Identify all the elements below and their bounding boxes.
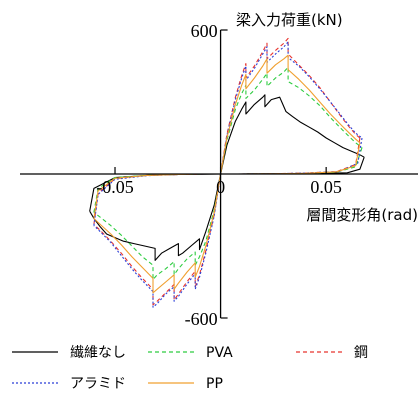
series-1-upper-line [220, 66, 363, 175]
series-3-unload-pos-line [220, 137, 363, 175]
x-tick-label: 0.05 [310, 177, 342, 197]
series-1-lower-line [93, 173, 222, 281]
legend-label: 鋼 [354, 345, 368, 361]
series-0-lower-line [89, 173, 222, 261]
y-tick-label: 600 [191, 21, 218, 41]
series-2-lower-line [93, 173, 222, 306]
series-2 [93, 37, 361, 306]
series-0-unload-pos-line [220, 157, 365, 175]
series-4-lower-line [93, 173, 222, 294]
series-4-unload-pos-line [220, 142, 361, 175]
legend-label: 繊維なし [70, 345, 126, 361]
plot-area: -0.05 0 0.05 600 -600 [20, 21, 418, 329]
legend-label: PP [206, 376, 223, 392]
series-layer [89, 37, 365, 308]
x-axis-title: 層間変形角(rad) [306, 206, 418, 224]
tick-layer: -0.05 0 0.05 600 -600 [96, 21, 342, 329]
x-tick-label: -0.05 [96, 177, 134, 197]
x-tick-label: 0 [216, 177, 225, 197]
series-3-upper-line [220, 41, 363, 175]
legend-label: アラミド [70, 376, 126, 392]
series-2-unload-pos-line [220, 137, 361, 175]
series-0-upper-line [220, 94, 365, 175]
legend-label: PVA [206, 345, 233, 361]
series-4-upper-line [220, 54, 361, 175]
y-axis-title: 梁入力荷重(kN) [236, 11, 343, 29]
series-3-lower-line [93, 173, 222, 308]
y-tick-label: -600 [185, 309, 218, 329]
